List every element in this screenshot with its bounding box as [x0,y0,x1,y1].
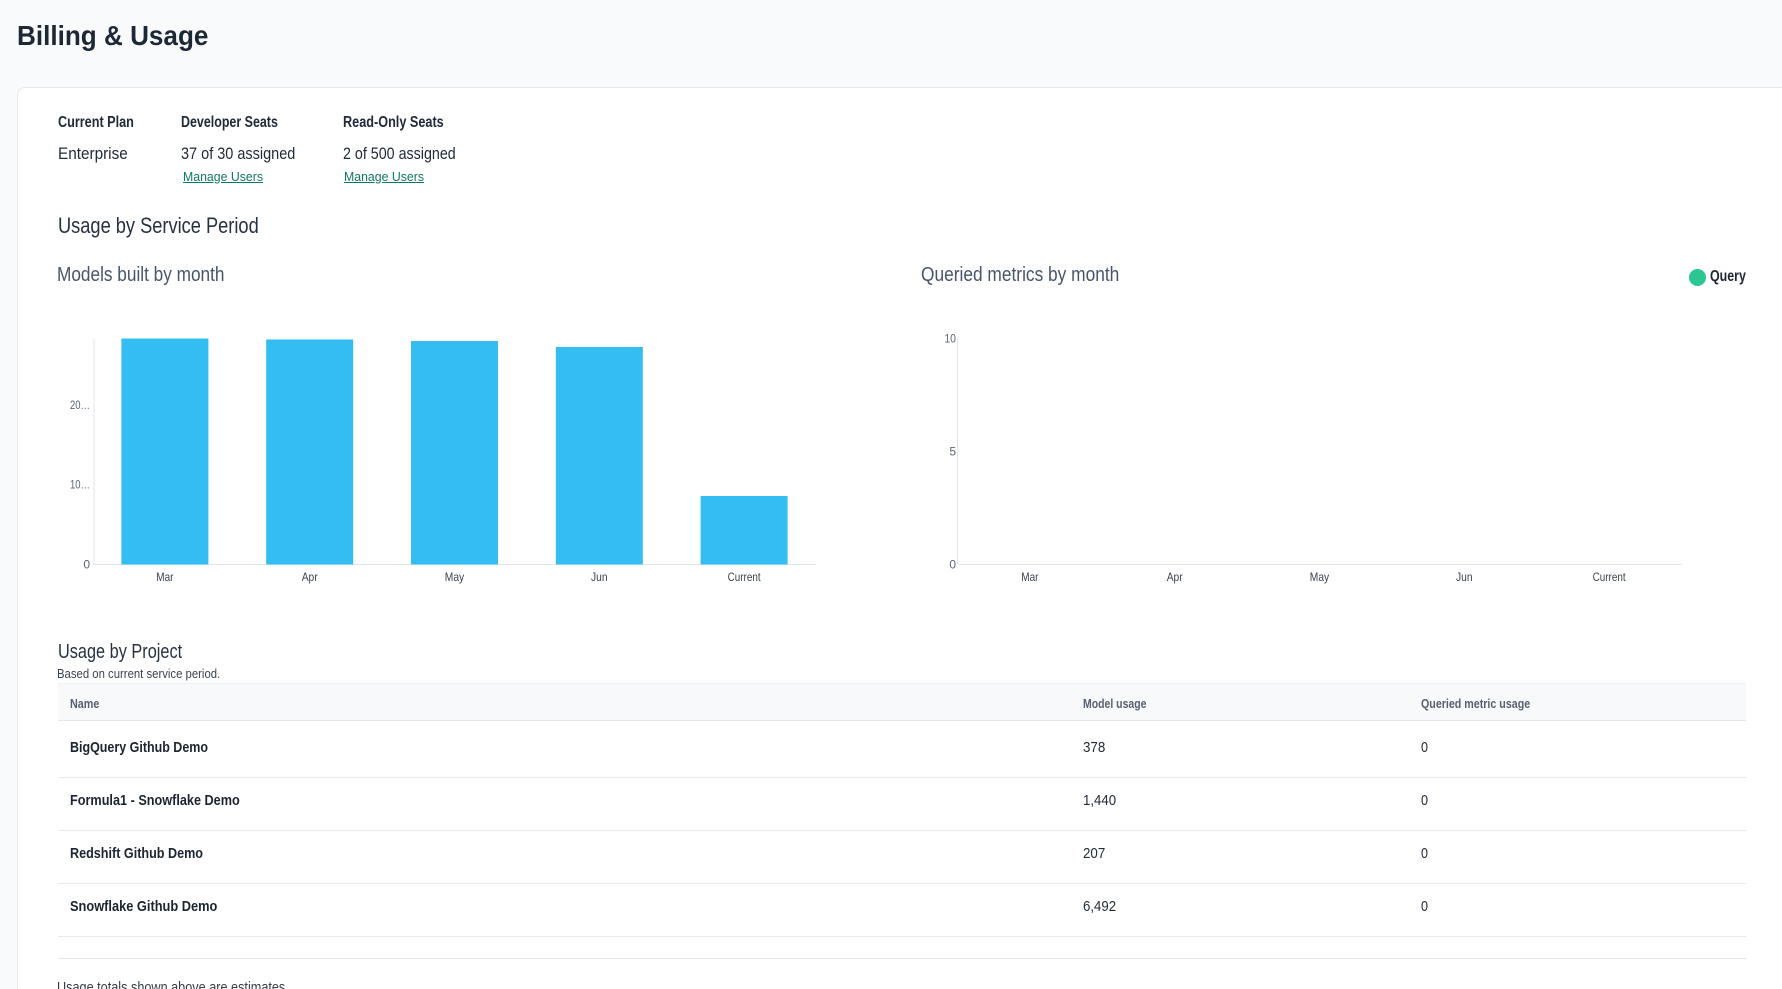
svg-text:10…: 10… [70,478,90,492]
svg-text:10: 10 [944,332,956,346]
svg-text:Jun: Jun [1456,570,1473,584]
svg-text:0: 0 [949,558,956,572]
svg-text:20…: 20… [70,398,90,412]
svg-text:Mar: Mar [156,570,173,584]
svg-text:5: 5 [949,445,956,459]
svg-text:May: May [1310,570,1329,584]
svg-text:May: May [445,570,464,584]
svg-text:Mar: Mar [1021,570,1038,584]
svg-text:Apr: Apr [1167,570,1183,584]
svg-text:Apr: Apr [302,570,318,584]
svg-text:Current: Current [728,570,762,584]
svg-text:0: 0 [83,558,90,572]
svg-text:Jun: Jun [591,570,608,584]
svg-text:Current: Current [1593,570,1627,584]
